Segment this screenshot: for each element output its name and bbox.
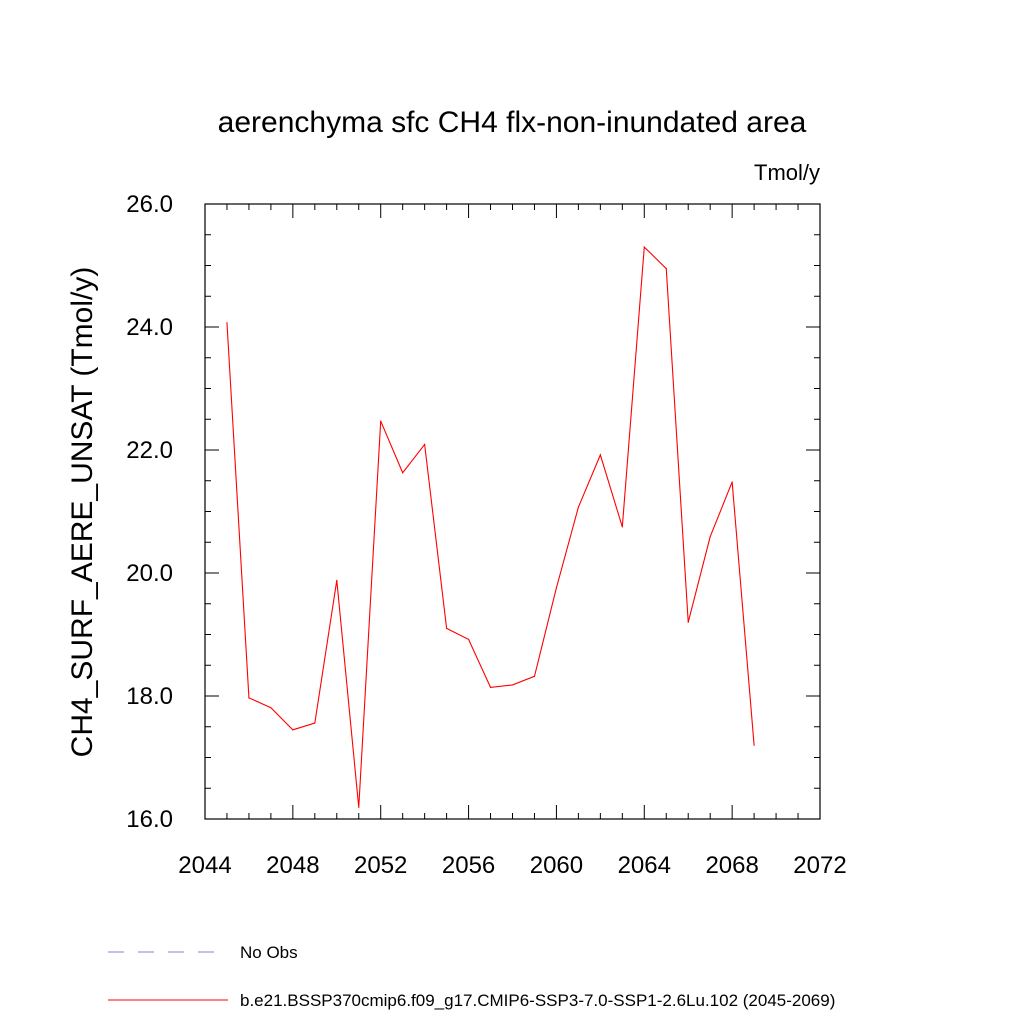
data-point — [292, 729, 294, 731]
x-tick-label: 2052 — [354, 852, 407, 879]
y-tick-label: 18.0 — [126, 683, 173, 710]
x-tick-label: 2068 — [705, 852, 758, 879]
x-tick-label: 2060 — [530, 852, 583, 879]
legend-label-1: b.e21.BSSP370cmip6.f09_g17.CMIP6-SSP3-7.… — [240, 991, 835, 1010]
y-tick-label: 26.0 — [126, 191, 173, 218]
data-point — [467, 638, 470, 641]
data-point — [687, 621, 689, 623]
y-tick-label: 24.0 — [126, 314, 173, 341]
x-tick-label: 2044 — [178, 852, 231, 879]
y-tick-label: 22.0 — [126, 437, 173, 464]
data-point — [599, 454, 601, 456]
data-point — [446, 627, 448, 629]
plot-area — [226, 245, 755, 808]
x-tick-label: 2056 — [442, 852, 495, 879]
data-point — [731, 481, 733, 483]
data-point — [248, 697, 250, 699]
data-point — [665, 267, 667, 270]
data-point — [621, 526, 623, 528]
units-label: Tmol/y — [754, 160, 820, 185]
legend: No Obs b.e21.BSSP370cmip6.f09_g17.CMIP6-S… — [108, 943, 835, 1010]
data-point — [402, 472, 404, 474]
y-tick-label: 16.0 — [126, 806, 173, 833]
data-point — [226, 322, 228, 324]
series-line-0 — [226, 245, 755, 808]
data-point — [555, 587, 558, 589]
x-tick-label: 2064 — [618, 852, 671, 879]
plot-frame — [204, 203, 821, 820]
data-point — [511, 684, 514, 686]
y-axis-label: CH4_SURF_AERE_UNSAT (Tmol/y) — [66, 267, 99, 758]
x-tick-label: 2048 — [266, 852, 319, 879]
x-tick-label: 2072 — [793, 852, 846, 879]
axes-group: 2044 2048 2052 2056 2060 2064 2068 2072 16.0 18.0… — [126, 191, 846, 879]
legend-label-0: No Obs — [240, 943, 298, 962]
data-point — [577, 506, 579, 508]
data-point — [358, 806, 360, 808]
data-point — [380, 420, 382, 422]
data-point — [709, 536, 711, 538]
data-point — [424, 443, 426, 446]
data-point — [270, 707, 272, 709]
data-point — [753, 744, 755, 746]
data-point — [314, 722, 316, 724]
chart-title: aerenchyma sfc CH4 flx-non-inundated are… — [218, 106, 807, 139]
data-point — [643, 246, 645, 248]
data-point — [533, 675, 536, 677]
data-point — [336, 579, 338, 581]
y-tick-label: 20.0 — [126, 560, 173, 587]
data-point — [489, 686, 492, 688]
